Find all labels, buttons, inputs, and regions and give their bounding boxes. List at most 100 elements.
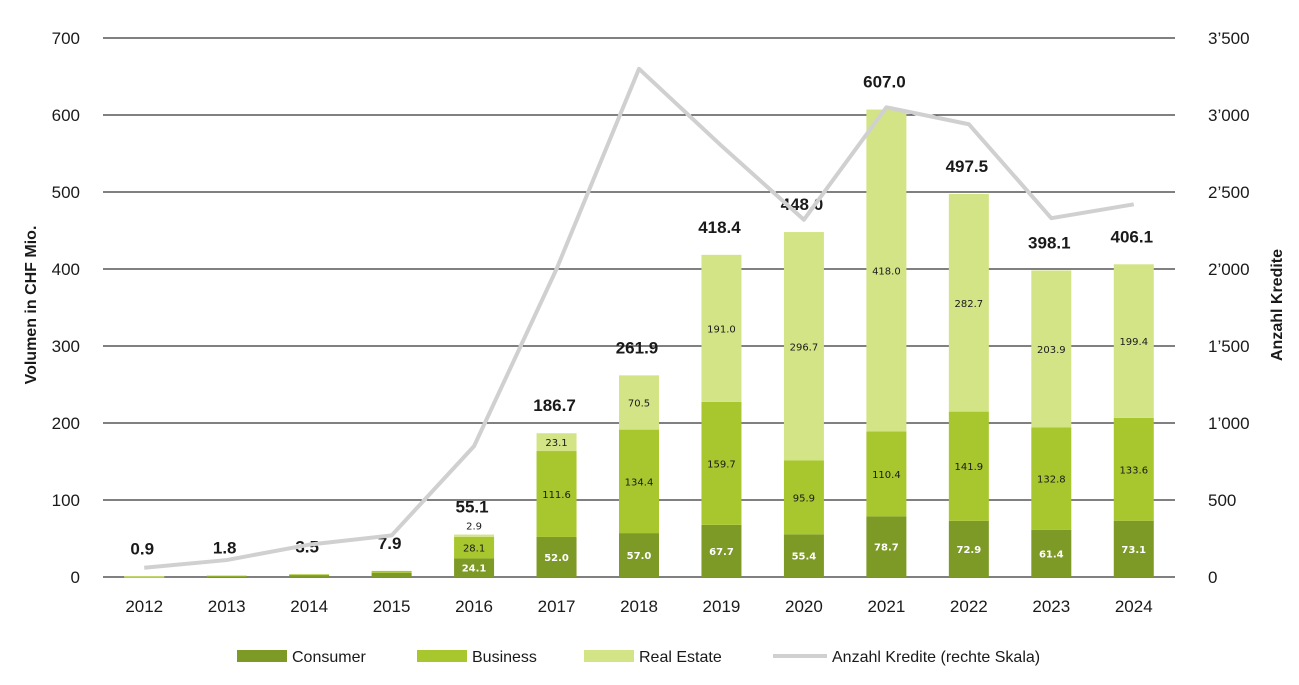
segment-label: 73.1: [1121, 545, 1146, 556]
x-tick-label: 2022: [950, 597, 988, 616]
segment-label: 199.4: [1119, 337, 1148, 348]
legend-swatch: [237, 650, 287, 662]
x-tick-label: 2024: [1115, 597, 1153, 616]
y-tick-label: 500: [52, 183, 80, 202]
segment-label: 296.7: [790, 342, 819, 353]
segment-label: 70.5: [628, 398, 650, 409]
legend-label: Consumer: [292, 649, 366, 666]
anzahl-kredite-line: [144, 66, 1135, 570]
bar-segment: [866, 516, 907, 577]
y-tick-label: 200: [52, 414, 80, 433]
bar-segment: [1113, 520, 1154, 577]
bar-segment: [783, 232, 824, 461]
segment-label: 418.0: [872, 266, 901, 277]
legend-label: Business: [472, 649, 537, 666]
y2-tick-label: 3’500: [1208, 29, 1250, 48]
total-label: 418.4: [698, 218, 741, 237]
bar-segment: [866, 109, 907, 432]
bar-segment: [289, 575, 330, 577]
segment-label: 72.9: [957, 545, 982, 556]
total-label: 406.1: [1110, 227, 1153, 246]
bar-segment: [536, 451, 577, 537]
legend-label: Anzahl Kredite (rechte Skala): [832, 649, 1040, 666]
bar-segment: [948, 411, 989, 521]
y-tick-label: 300: [52, 337, 80, 356]
bar-segment: [619, 375, 659, 430]
total-label: 398.1: [1028, 233, 1071, 252]
bar-segment: [371, 570, 412, 573]
x-tick-label: 2015: [373, 597, 411, 616]
x-tick-label: 2013: [208, 597, 246, 616]
segment-label: 95.9: [793, 493, 815, 504]
total-label: 607.0: [863, 73, 906, 92]
y2-tick-label: 500: [1208, 491, 1236, 510]
bar-segment: [124, 576, 165, 578]
segment-label: 282.7: [955, 299, 984, 310]
x-tick-label: 2019: [703, 597, 741, 616]
segment-label: 134.4: [625, 477, 654, 488]
bar-segment: [701, 401, 742, 525]
y2-tick-label: 1’000: [1208, 414, 1250, 433]
bar-segment: [619, 429, 659, 534]
x-tick-label: 2020: [785, 597, 823, 616]
bar-segment: [1031, 427, 1072, 530]
segment-label: 133.6: [1119, 465, 1148, 476]
segment-label: 55.4: [792, 552, 817, 563]
x-tick-label: 2017: [538, 597, 576, 616]
bar-segment: [206, 576, 247, 577]
segment-label: 24.1: [462, 564, 487, 575]
bar-segment: [1031, 529, 1072, 577]
segment-label: 203.9: [1037, 345, 1066, 356]
bar-segment: [289, 574, 330, 576]
segment-label: 132.8: [1037, 475, 1066, 486]
segment-label: 141.9: [955, 462, 984, 473]
y2-tick-label: 0: [1208, 568, 1217, 587]
segment-label: 57.0: [627, 551, 652, 562]
line-series: [144, 66, 1135, 570]
bar-segment: [701, 254, 742, 402]
segment-label: 191.0: [707, 324, 736, 335]
bar-segment: [536, 536, 577, 577]
legend: Consumer Business Real Estate Anzahl Kredit…: [237, 649, 1040, 666]
total-label: 1.8: [213, 539, 237, 558]
bar-segment: [619, 533, 659, 577]
bar-segment: [1113, 264, 1154, 418]
segment-label: 52.0: [544, 553, 569, 564]
total-label: 261.9: [616, 338, 659, 357]
bar-segment: [206, 575, 247, 577]
total-label: 186.7: [533, 396, 576, 415]
y-tick-label: 100: [52, 491, 80, 510]
bar-segment: [454, 558, 495, 577]
segment-label: 111.6: [542, 490, 571, 501]
segment-label: 28.1: [463, 544, 485, 555]
y2-tick-label: 2’500: [1208, 183, 1250, 202]
bar-segment: [783, 460, 824, 535]
bar-segment: [536, 433, 577, 452]
x-tick-label: 2018: [620, 597, 658, 616]
segment-label: 67.7: [709, 547, 734, 558]
total-label: 497.5: [946, 157, 989, 176]
total-label: 0.9: [130, 539, 154, 558]
y-axis-title: Volumen in CHF Mio.: [23, 226, 40, 385]
axes: 0 100 200 300 400 500 600 700 0 500 1’000 1’500 2’00…: [52, 29, 1250, 616]
y2-tick-label: 2’000: [1208, 260, 1250, 279]
bar-segment: [371, 572, 412, 577]
y2-tick-label: 3’000: [1208, 106, 1250, 125]
legend-swatch: [417, 650, 467, 662]
x-tick-label: 2014: [290, 597, 328, 616]
total-label: 7.9: [378, 534, 402, 553]
bar-segment: [866, 431, 907, 517]
bars: 0.9 1.8 3.5 7.924.128.12.955.152.0111.623.1…: [124, 73, 1154, 578]
bar-segment: [454, 536, 495, 559]
x-tick-label: 2012: [125, 597, 163, 616]
y-tick-label: 0: [71, 568, 80, 587]
legend-swatch: [584, 650, 634, 662]
y2-tick-label: 1’500: [1208, 337, 1250, 356]
y-tick-label: 600: [52, 106, 80, 125]
y-tick-label: 700: [52, 29, 80, 48]
x-tick-label: 2023: [1032, 597, 1070, 616]
bar-segment: [783, 534, 824, 577]
legend-label: Real Estate: [639, 649, 722, 666]
segment-label: 110.4: [872, 470, 901, 481]
